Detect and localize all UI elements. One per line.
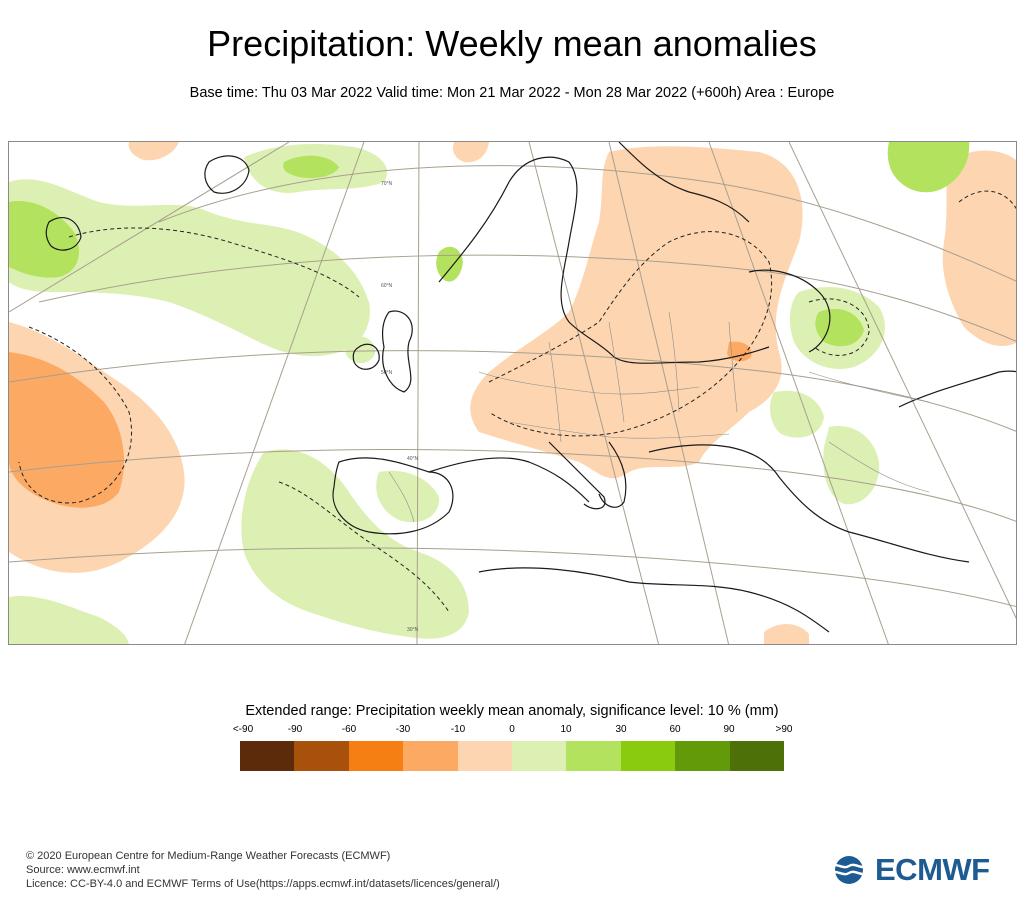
graticule-label-50n: 50°N [381, 370, 393, 376]
footer: © 2020 European Centre for Medium-Range … [26, 849, 500, 891]
source-text: Source: www.ecmwf.int [26, 864, 140, 876]
legend-ticks: <-90 -90 -60 -30 -10 0 10 30 60 90 >90 [0, 724, 1024, 738]
europe-map: 70°N 60°N 50°N 40°N 30°N [8, 141, 1017, 645]
legend-tick: >90 [775, 724, 793, 735]
legend-tick: 90 [723, 724, 735, 735]
graticule [9, 142, 1016, 644]
graticule-label-60n: 60°N [381, 283, 393, 289]
chart-subtitle: Base time: Thu 03 Mar 2022 Valid time: M… [189, 85, 835, 101]
legend-tick: 10 [560, 724, 572, 735]
legend-tick: -30 [395, 724, 411, 735]
legend-color-cell [240, 741, 295, 771]
copyright-text: © 2020 European Centre for Medium-Range … [26, 850, 391, 862]
legend-tick: <-90 [232, 724, 254, 735]
graticule-label-40n: 40°N [407, 456, 419, 462]
significance-contours [18, 190, 1016, 613]
graticule-label-70n: 70°N [381, 181, 393, 187]
chart-title: Precipitation: Weekly mean anomalies [207, 23, 817, 64]
positive-anomaly-areas [9, 142, 970, 644]
legend-color-cell [403, 741, 458, 771]
map-canvas: 70°N 60°N 50°N 40°N 30°N [9, 142, 1016, 644]
ecmwf-logo-icon [828, 856, 870, 884]
legend-tick: 0 [509, 724, 515, 735]
legend-tick: -10 [450, 724, 466, 735]
licence-text: Licence: CC-BY-4.0 and ECMWF Terms of Us… [26, 878, 500, 890]
legend-color-cell [512, 741, 567, 771]
ecmwf-logo: ECMWF [827, 852, 990, 888]
ecmwf-logo-text: ECMWF [875, 852, 990, 887]
legend-tick: 60 [669, 724, 681, 735]
legend-color-cell [729, 741, 785, 771]
legend-tick: -60 [341, 724, 357, 735]
legend-color-cell [620, 741, 676, 771]
legend-color-cell [457, 741, 513, 771]
legend-title: Extended range: Precipitation weekly mea… [245, 703, 779, 719]
legend-color-cell [675, 741, 730, 771]
legend-color-cell [294, 741, 349, 771]
legend-colorbar [240, 741, 785, 771]
legend-color-cell [348, 741, 404, 771]
country-borders [388, 311, 930, 523]
graticule-label-30n: 30°N [407, 627, 419, 633]
legend-tick: -90 [287, 724, 303, 735]
legend-color-cell [566, 741, 621, 771]
legend-tick: 30 [615, 724, 627, 735]
